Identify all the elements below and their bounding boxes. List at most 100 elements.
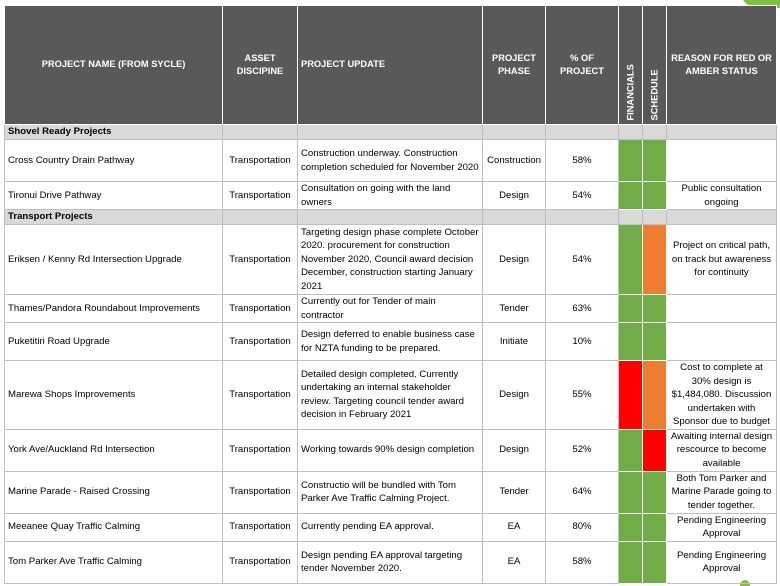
- project-percent: 55%: [545, 360, 619, 430]
- financials-status: [618, 224, 643, 295]
- section-title: Shovel Ready Projects: [4, 124, 223, 140]
- section-filler: [642, 209, 667, 225]
- project-name: York Ave/Auckland Rd Intersection: [4, 428, 223, 472]
- table-row: Eriksen / Kenny Rd Intersection Upgrade T…: [4, 224, 777, 295]
- project-name: Marine Parade - Raised Crossing: [4, 470, 223, 514]
- project-name: Thames/Pandora Roundabout Improvements: [4, 294, 223, 323]
- financials-status: [618, 181, 643, 210]
- table-row: Puketitiri Road Upgrade Transportation Des…: [4, 322, 777, 361]
- schedule-status: [642, 512, 667, 542]
- section-title: Transport Projects: [4, 209, 223, 225]
- section-filler: [545, 209, 619, 225]
- header-schedule: SCHEDULE: [642, 5, 667, 125]
- schedule-status: [642, 322, 667, 361]
- table-row: Thames/Pandora Roundabout Improvements Tr…: [4, 294, 777, 323]
- project-status-table: PROJECT NAME (FROM SYCLE) ASSET DISCIPIN…: [4, 5, 777, 584]
- project-update: Constructio will be bundled with Tom Par…: [297, 470, 483, 514]
- project-update: Design pending EA approval targeting ten…: [297, 540, 483, 584]
- table-row: York Ave/Auckland Rd Intersection Transpo…: [4, 428, 777, 472]
- status-reason: [666, 322, 777, 361]
- project-phase: Design: [482, 224, 546, 295]
- financials-status: [618, 322, 643, 361]
- section-header-row: Transport Projects: [4, 209, 777, 225]
- table-row: Cross Country Drain Pathway Transportatio…: [4, 139, 777, 182]
- project-update: Currently out for Tender of main contrac…: [297, 294, 483, 323]
- asset-discipline: Transportation: [222, 139, 298, 182]
- financials-status: [618, 540, 643, 584]
- asset-discipline: Transportation: [222, 512, 298, 542]
- project-percent: 80%: [545, 512, 619, 542]
- table-row: Meeanee Quay Traffic Calming Transportati…: [4, 512, 777, 542]
- project-percent: 54%: [545, 181, 619, 210]
- project-percent: 54%: [545, 224, 619, 295]
- header-schedule-label: SCHEDULE: [648, 68, 659, 120]
- section-filler: [618, 209, 643, 225]
- section-filler: [222, 124, 298, 140]
- asset-discipline: Transportation: [222, 224, 298, 295]
- project-name: Cross Country Drain Pathway: [4, 139, 223, 182]
- asset-discipline: Transportation: [222, 428, 298, 472]
- header-asset-discipline: ASSET DISCIPINE: [222, 5, 298, 125]
- table-row: Tom Parker Ave Traffic Calming Transporta…: [4, 540, 777, 584]
- header-project-name: PROJECT NAME (FROM SYCLE): [4, 5, 223, 125]
- project-update: Construction underway. Construction comp…: [297, 139, 483, 182]
- project-phase: Design: [482, 181, 546, 210]
- schedule-status: [642, 470, 667, 514]
- status-reason: [666, 139, 777, 182]
- header-project-phase: PROJECT PHASE: [482, 5, 546, 125]
- status-reason: Cost to complete at 30% design is $1,484…: [666, 360, 777, 430]
- project-update: Currently pending EA approval.: [297, 512, 483, 542]
- project-phase: Tender: [482, 470, 546, 514]
- asset-discipline: Transportation: [222, 470, 298, 514]
- schedule-status: [642, 360, 667, 430]
- section-filler: [642, 124, 667, 140]
- schedule-status: [642, 181, 667, 210]
- project-update: Detailed design completed. Currently und…: [297, 360, 483, 430]
- project-percent: 58%: [545, 540, 619, 584]
- header-financials-label: FINANCIALS: [624, 63, 635, 120]
- table-row: Marewa Shops Improvements Transportation …: [4, 360, 777, 430]
- project-phase: Tender: [482, 294, 546, 323]
- financials-status: [618, 294, 643, 323]
- schedule-status: [642, 224, 667, 295]
- project-phase: Initiate: [482, 322, 546, 361]
- header-financials: FINANCIALS: [618, 5, 643, 125]
- project-update: Targeting design phase complete October …: [297, 224, 483, 295]
- section-filler: [297, 124, 483, 140]
- status-reason: Pending Engineering Approval: [666, 540, 777, 584]
- financials-status: [618, 512, 643, 542]
- asset-discipline: Transportation: [222, 322, 298, 361]
- section-filler: [222, 209, 298, 225]
- financials-status: [618, 428, 643, 472]
- status-reason: [666, 294, 777, 323]
- section-filler: [618, 124, 643, 140]
- status-reason: Project on critical path, on track but a…: [666, 224, 777, 295]
- project-percent: 63%: [545, 294, 619, 323]
- project-phase: Design: [482, 360, 546, 430]
- asset-discipline: Transportation: [222, 294, 298, 323]
- project-update: Consultation on going with the land owne…: [297, 181, 483, 210]
- project-update: Working towards 90% design completion: [297, 428, 483, 472]
- asset-discipline: Transportation: [222, 540, 298, 584]
- schedule-status: [642, 540, 667, 584]
- project-name: Tironui Drive Pathway: [4, 181, 223, 210]
- project-percent: 58%: [545, 139, 619, 182]
- section-filler: [545, 124, 619, 140]
- schedule-status: [642, 139, 667, 182]
- financials-status: [618, 360, 643, 430]
- project-percent: 64%: [545, 470, 619, 514]
- header-reason: REASON FOR RED OR AMBER STATUS: [666, 5, 777, 125]
- project-phase: EA: [482, 540, 546, 584]
- project-update: Design deferred to enable business case …: [297, 322, 483, 361]
- section-filler: [482, 209, 546, 225]
- financials-status: [618, 139, 643, 182]
- section-filler: [666, 209, 777, 225]
- table-row: Marine Parade - Raised Crossing Transport…: [4, 470, 777, 514]
- project-phase: EA: [482, 512, 546, 542]
- project-name: Eriksen / Kenny Rd Intersection Upgrade: [4, 224, 223, 295]
- project-name: Puketitiri Road Upgrade: [4, 322, 223, 361]
- project-name: Meeanee Quay Traffic Calming: [4, 512, 223, 542]
- project-percent: 10%: [545, 322, 619, 361]
- project-phase: Design: [482, 428, 546, 472]
- financials-status: [618, 470, 643, 514]
